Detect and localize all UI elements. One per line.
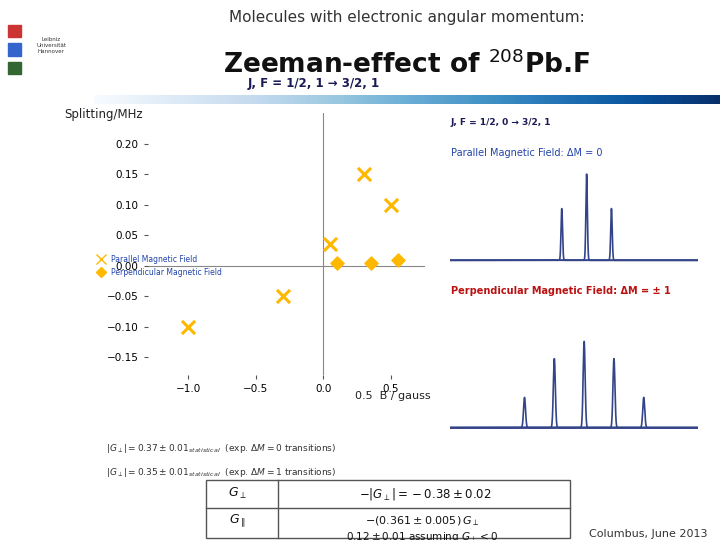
Text: $-(0.361 \pm 0.005)\,G_\perp$: $-(0.361 \pm 0.005)\,G_\perp$ [365, 514, 480, 528]
Point [385, 200, 397, 209]
Point [365, 258, 377, 267]
Text: $|G_\perp| = 0.35 \pm 0.01_{statistical}$  (exp. $\Delta M = 1$ transitions): $|G_\perp| = 0.35 \pm 0.01_{statistical}… [106, 466, 336, 479]
Point [392, 255, 403, 264]
Text: $-|G_\perp| = -0.38 \pm 0.02$: $-|G_\perp| = -0.38 \pm 0.02$ [359, 486, 492, 502]
Text: $0.12 \pm 0.01$ assuming $G_\perp < 0$: $0.12 \pm 0.01$ assuming $G_\perp < 0$ [346, 530, 498, 540]
Text: Molecules with electronic angular momentum:: Molecules with electronic angular moment… [229, 10, 585, 25]
Text: Parallel Magnetic Field: ΔM = 0: Parallel Magnetic Field: ΔM = 0 [451, 148, 602, 158]
Bar [8, 43, 21, 56]
Bar [8, 25, 21, 37]
Point [277, 292, 289, 300]
Point [325, 240, 336, 248]
Text: J, F = 1/2, 1 → 3/2, 1: J, F = 1/2, 1 → 3/2, 1 [248, 77, 379, 90]
Text: Leibniz
Universität
Hannover: Leibniz Universität Hannover [36, 37, 66, 54]
Text: $G_\parallel$: $G_\parallel$ [230, 512, 246, 529]
Text: J, F = 1/2, 0 → 3/2, 1: J, F = 1/2, 0 → 3/2, 1 [451, 118, 552, 127]
Text: Splitting/MHz: Splitting/MHz [65, 108, 143, 121]
Bar [207, 480, 570, 538]
Text: Zentrum für
eskörperchemie
&
Neue
Materialien: Zentrum für eskörperchemie & Neue Materi… [25, 444, 69, 472]
Point [182, 322, 194, 331]
Text: $|G_\perp| = 0.37 \pm 0.01_{statistical}$  (exp. $\Delta M = 0$ transitions): $|G_\perp| = 0.37 \pm 0.01_{statistical}… [106, 442, 336, 455]
Point [331, 258, 343, 267]
Point [358, 170, 369, 179]
Text: Zeeman-effect of $^{208}$Pb.F: Zeeman-effect of $^{208}$Pb.F [223, 51, 590, 79]
Text: 0.5  B / gauss: 0.5 B / gauss [355, 391, 431, 401]
Text: Institut für Physikalische Chemie, Lehrgebiet A: Institut für Physikalische Chemie, Lehrg… [42, 180, 51, 360]
Legend: Parallel Magnetic Field, Perpendicular Magnetic Field: Parallel Magnetic Field, Perpendicular M… [91, 252, 225, 280]
Text: Perpendicular Magnetic Field: ΔM = ± 1: Perpendicular Magnetic Field: ΔM = ± 1 [451, 286, 670, 295]
Text: Columbus, June 2013: Columbus, June 2013 [589, 529, 708, 539]
Bar [8, 62, 21, 74]
Text: $G_\perp$: $G_\perp$ [228, 486, 247, 501]
